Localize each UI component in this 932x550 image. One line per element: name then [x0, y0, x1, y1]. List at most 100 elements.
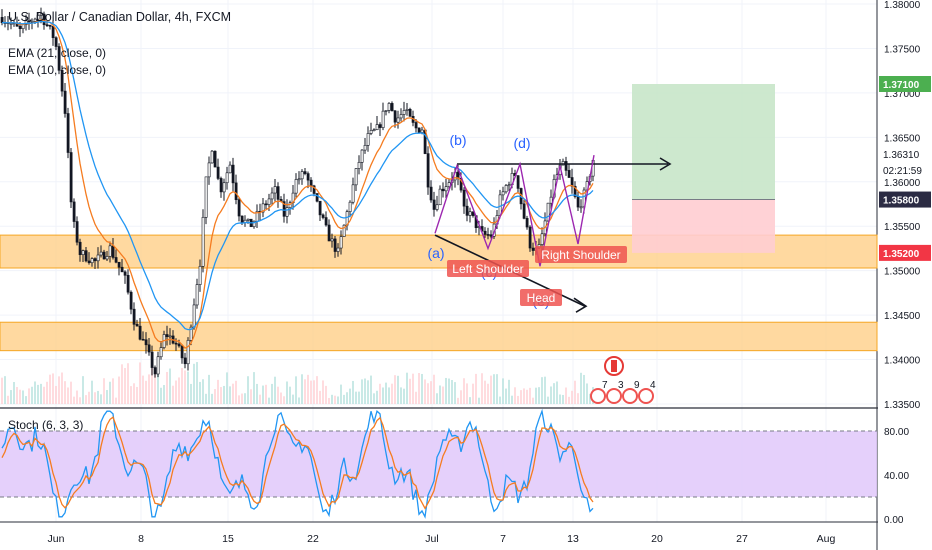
candle-body — [471, 211, 475, 216]
volume-bar — [430, 381, 432, 404]
candle-body — [168, 335, 172, 338]
candle-body — [546, 202, 550, 222]
candle-body — [426, 153, 430, 188]
volume-bar — [73, 396, 75, 404]
volume-bar — [472, 383, 474, 404]
volume-bar — [343, 394, 345, 404]
volume-bar — [16, 387, 18, 404]
candle-body — [213, 150, 217, 168]
candle-body — [45, 24, 49, 27]
candle-body — [327, 224, 331, 242]
ema-21-legend[interactable]: EMA (21, close, 0) — [8, 46, 107, 60]
candle-body — [48, 24, 52, 27]
candle-body — [393, 110, 397, 123]
volume-bar — [118, 376, 120, 404]
pattern-label-text: Right Shoulder — [541, 248, 620, 262]
candle-body — [381, 110, 385, 128]
volume-bar — [202, 379, 204, 404]
candle-body — [108, 245, 112, 257]
ema-10-legend[interactable]: EMA (10, close, 0) — [8, 63, 107, 77]
volume-bar — [256, 383, 258, 404]
volume-bar — [196, 362, 198, 404]
stoch-tick-label: 80.00 — [884, 427, 909, 438]
volume-bar — [412, 373, 414, 404]
candle-body — [252, 220, 256, 228]
candle-body — [126, 274, 130, 293]
candle-body — [216, 166, 220, 179]
candle-body — [567, 170, 571, 178]
candle-body — [42, 13, 46, 26]
candle-body — [336, 247, 340, 252]
time-tick-label: 20 — [651, 533, 663, 545]
volume-bar — [142, 375, 144, 404]
candle-body — [147, 344, 151, 353]
stop-price-badge: 1.35200 — [883, 249, 920, 260]
volume-bar — [151, 366, 153, 404]
candle-body — [321, 214, 325, 218]
volume-bar — [91, 380, 93, 404]
volume-bar — [307, 374, 309, 404]
candle-body — [132, 308, 136, 325]
volume-bar — [379, 383, 381, 404]
ema-21-line — [1, 20, 594, 331]
candle-body — [540, 233, 544, 245]
time-axis[interactable]: Jun 8 15 22 Jul 7 13 20 27 Aug — [48, 533, 836, 545]
volume-bar — [193, 363, 195, 404]
candle-body — [240, 215, 244, 223]
volume-bar — [370, 375, 372, 404]
candle-body — [399, 114, 403, 119]
candle-body — [357, 162, 361, 169]
price-axis[interactable]: 1.38000 1.37500 1.37000 1.36500 1.36000 1.355… — [878, 0, 932, 550]
volume-bar — [442, 386, 444, 404]
volume-bar — [394, 375, 396, 404]
candle-body — [159, 347, 163, 358]
volume-bar — [304, 379, 306, 404]
candle-body — [384, 110, 388, 112]
volume-bar — [94, 392, 96, 404]
candle-body — [270, 192, 274, 200]
long-position-tool[interactable] — [632, 84, 775, 253]
candle-body — [468, 211, 472, 216]
canada-flag-mark — [611, 360, 617, 372]
candle-body — [135, 324, 139, 327]
volume-bar — [415, 391, 417, 404]
symbol-title[interactable]: U.S. Dollar / Canadian Dollar, 4h, FXCM — [8, 10, 232, 24]
entry-price-badge-bg — [879, 191, 931, 208]
volume-bar — [238, 395, 240, 404]
stoch-legend[interactable]: Stoch (6, 3, 3) — [8, 418, 84, 432]
price-tick-label: 1.33500 — [884, 400, 921, 411]
volume-bar — [22, 390, 24, 404]
candle-body — [429, 186, 433, 201]
volume-bar — [367, 380, 369, 404]
candle-body — [489, 234, 493, 237]
volume-bar — [484, 380, 486, 404]
candle-body — [360, 149, 364, 163]
price-tick-label: 1.36000 — [884, 178, 921, 189]
pattern-label-text: Left Shoulder — [452, 262, 523, 276]
candle-body — [84, 250, 88, 262]
wave-point-label: (b) — [449, 132, 466, 148]
volume-bar — [454, 382, 456, 404]
volume-bar — [145, 380, 147, 404]
candle-body — [498, 194, 502, 216]
stoch-panel — [0, 408, 877, 519]
volume-bar — [550, 386, 552, 404]
time-tick-label: 13 — [567, 533, 579, 545]
candle-body — [339, 236, 343, 249]
candle-body — [348, 201, 352, 212]
volume-bar — [199, 381, 201, 404]
volume-bar — [229, 386, 231, 404]
candle-body — [525, 218, 529, 228]
candle-body — [573, 185, 577, 197]
volume-bar — [127, 363, 129, 404]
candle-body — [198, 266, 202, 285]
pattern-label-bg — [447, 260, 529, 277]
volume-bar — [277, 386, 279, 404]
wave-path — [434, 154, 595, 267]
volume-bar — [532, 397, 534, 404]
candle-body — [138, 325, 142, 340]
volume-bar — [181, 367, 183, 404]
volume-bar — [136, 386, 138, 404]
